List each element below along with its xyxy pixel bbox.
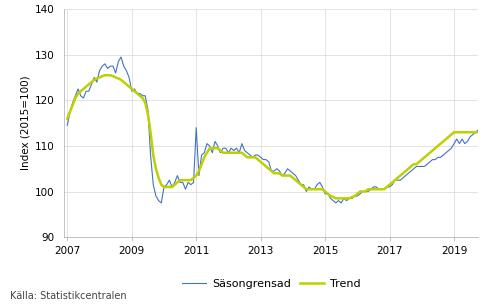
Line: Säsongrensad: Säsongrensad: [68, 57, 493, 203]
Säsongrensad: [376, 187, 382, 191]
Säsongrensad: [319, 185, 325, 189]
Säsongrensad: [118, 55, 124, 59]
Text: Källa: Statistikcentralen: Källa: Statistikcentralen: [10, 291, 127, 301]
Trend: [317, 187, 323, 191]
Säsongrensad: [83, 89, 89, 93]
Säsongrensad: [414, 165, 420, 168]
Säsongrensad: [113, 71, 119, 75]
Säsongrensad: [70, 101, 75, 104]
Y-axis label: Index (2015=100): Index (2015=100): [20, 76, 31, 171]
Trend: [102, 73, 108, 77]
Trend: [333, 197, 339, 200]
Trend: [376, 187, 382, 191]
Legend: Säsongrensad, Trend: Säsongrensad, Trend: [177, 275, 365, 293]
Trend: [65, 117, 70, 120]
Trend: [70, 103, 75, 107]
Trend: [83, 85, 89, 88]
Säsongrensad: [158, 201, 164, 205]
Trend: [414, 162, 420, 166]
Trend: [115, 77, 121, 80]
Line: Trend: Trend: [68, 75, 493, 199]
Säsongrensad: [65, 124, 70, 127]
